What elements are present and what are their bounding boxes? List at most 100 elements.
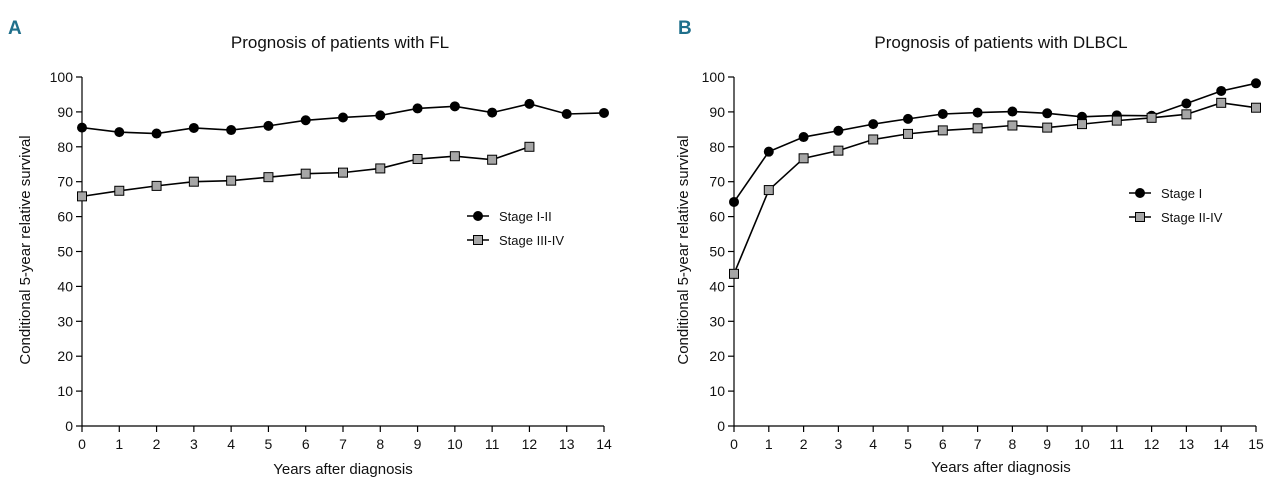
panel-b-x-axis-label: Years after diagnosis xyxy=(931,459,1071,476)
panel-b-data-point xyxy=(1111,115,1122,126)
panel-b-y-tick-label: 40 xyxy=(709,278,725,294)
panel-b-data-point xyxy=(763,146,774,157)
panel-a-data-point xyxy=(412,103,423,114)
panel-b-data-point xyxy=(972,107,983,118)
panel-a-y-tick-label: 90 xyxy=(57,104,73,120)
panel-a-data-point xyxy=(375,163,386,174)
panel-b-data-point xyxy=(1007,120,1018,131)
panel-b-y-axis-label: Conditional 5-year relative survival xyxy=(675,135,692,364)
panel-b-data-point xyxy=(1216,97,1227,108)
panel-a-data-point xyxy=(263,172,274,183)
panel-b-data-point xyxy=(833,145,844,156)
panel-b-data-point xyxy=(798,153,809,164)
panel-b-x-tick-label: 3 xyxy=(835,436,843,452)
panel-a-y-tick-label: 10 xyxy=(57,383,73,399)
panel-a-data-point xyxy=(77,191,87,202)
panel-b-x-tick-label: 11 xyxy=(1110,436,1125,452)
panel-a-x-tick-label: 2 xyxy=(153,436,161,452)
panel-b-legend-label: Stage II-IV xyxy=(1161,210,1223,225)
panel-b-data-point xyxy=(1077,119,1087,130)
panel-a-x-axis-label: Years after diagnosis xyxy=(273,461,413,478)
panel-a-y-axis-label: Conditional 5-year relative survival xyxy=(17,135,34,364)
panel-a-data-point xyxy=(487,107,498,118)
panel-b-series-line-1 xyxy=(733,102,1257,275)
panel-b-data-point xyxy=(1042,108,1053,119)
panel-a-x-tick-label: 12 xyxy=(522,436,538,452)
panel-b-data-point xyxy=(729,196,739,207)
panel-b-data-point xyxy=(1251,78,1261,89)
panel-b-data-point xyxy=(903,113,913,124)
panel-b-x-tick-label: 10 xyxy=(1074,436,1090,452)
panel-b-data-point xyxy=(763,185,774,196)
panel-a-data-point xyxy=(114,127,125,138)
panel-a-data-point xyxy=(561,108,572,119)
panel-a-legend-label: Stage I-II xyxy=(499,209,552,224)
panel-a-data-point xyxy=(599,107,609,118)
panel-b-x-tick-label: 15 xyxy=(1248,436,1264,452)
panel-a-legend-marker xyxy=(473,211,483,221)
panel-b-series-line-0 xyxy=(733,82,1257,203)
panel-b-legend-marker xyxy=(1135,188,1145,198)
panel-b-data-point xyxy=(1216,85,1227,96)
panel-b-y-tick-label: 20 xyxy=(709,348,725,364)
panel-a-data-point xyxy=(300,168,311,179)
panel-b-title: Prognosis of patients with DLBCL xyxy=(874,33,1127,52)
panel-a-data-point xyxy=(449,101,460,112)
panel-a-data-point xyxy=(226,175,237,186)
panel-b-data-point xyxy=(833,125,844,136)
panel-a-x-tick-label: 4 xyxy=(227,436,235,452)
panel-a-y-tick-label: 70 xyxy=(57,174,73,190)
panel-a-data-point xyxy=(300,115,311,126)
panel-a-x-tick-label: 13 xyxy=(559,436,575,452)
panel-a-y-tick-label: 60 xyxy=(57,209,73,225)
panel-b-data-point xyxy=(1146,112,1157,123)
panel-a-data-point xyxy=(412,154,423,165)
panel-b-y-tick-label: 30 xyxy=(709,313,725,329)
panel-a-y-tick-label: 100 xyxy=(50,69,74,85)
panel-a-data-point xyxy=(338,112,348,123)
panel-b-y-tick-label: 90 xyxy=(709,104,725,120)
panel-b-data-point xyxy=(868,134,879,145)
panel-a-x-tick-label: 14 xyxy=(596,436,612,452)
panel-b-x-tick-label: 1 xyxy=(765,436,773,452)
panel-a-data-point xyxy=(375,110,386,121)
panel-a-data-point xyxy=(487,154,498,165)
panel-b-x-tick-label: 6 xyxy=(939,436,947,452)
panel-a-x-tick-label: 1 xyxy=(115,436,123,452)
panel-b-data-point xyxy=(1007,106,1018,117)
panel-b-x-tick-label: 4 xyxy=(869,436,877,452)
panel-b-legend-label: Stage I xyxy=(1161,186,1202,201)
panel-b-y-tick-label: 60 xyxy=(709,209,725,225)
panel-b-y-tick-label: 0 xyxy=(717,418,725,434)
panel-b-data-point xyxy=(1181,98,1192,109)
panel-b-x-tick-label: 14 xyxy=(1213,436,1229,452)
panel-b-y-tick-label: 10 xyxy=(709,383,725,399)
panel-a-y-tick-label: 50 xyxy=(57,244,73,260)
panel-a-x-tick-label: 7 xyxy=(339,436,347,452)
panel-a-data-point xyxy=(338,167,348,178)
panel-b-x-tick-label: 8 xyxy=(1009,436,1017,452)
panel-a-x-tick-label: 11 xyxy=(485,436,500,452)
panel-a-y-tick-label: 20 xyxy=(57,348,73,364)
panel-b-x-tick-label: 5 xyxy=(904,436,912,452)
panel-a-data-point xyxy=(151,180,162,191)
panel-b-data-point xyxy=(798,132,809,143)
panel-b-data-point xyxy=(868,119,879,130)
panel-b-x-tick-label: 13 xyxy=(1179,436,1195,452)
panel-a-x-tick-label: 3 xyxy=(190,436,198,452)
panel-a-letter: A xyxy=(8,18,22,39)
panel-a-data-point xyxy=(226,125,237,136)
panel-a-data-point xyxy=(524,141,535,152)
panel-a-data-point xyxy=(151,128,162,139)
panel-b-data-point xyxy=(937,108,948,119)
panel-a-x-tick-label: 9 xyxy=(414,436,422,452)
panel-a-data-point xyxy=(77,122,87,133)
panel-a-title: Prognosis of patients with FL xyxy=(231,33,449,52)
panel-b-x-tick-label: 7 xyxy=(974,436,982,452)
panel-b-data-point xyxy=(729,268,739,279)
panel-a-data-point xyxy=(188,122,199,133)
panel-a-legend-label: Stage III-IV xyxy=(499,233,564,248)
